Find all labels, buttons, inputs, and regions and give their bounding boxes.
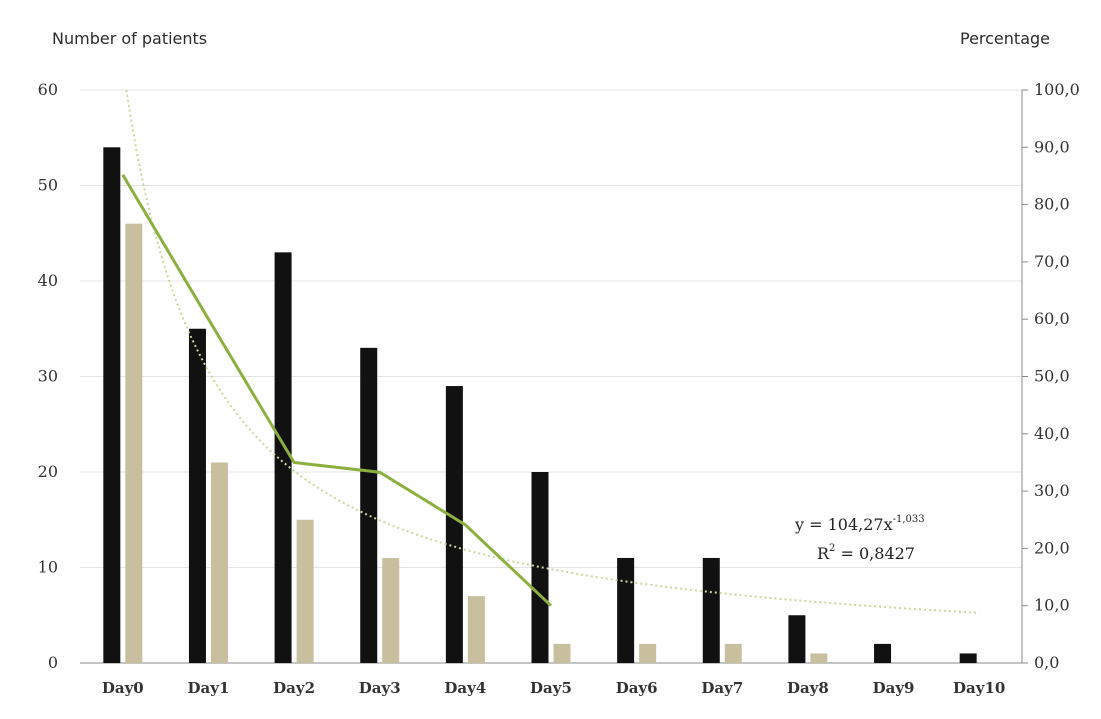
bar — [724, 643, 742, 663]
bar — [382, 557, 400, 663]
bar — [617, 557, 635, 663]
bar — [639, 643, 657, 663]
left-tick-label: 60 — [38, 80, 58, 99]
right-tick-label: 30,0 — [1034, 481, 1070, 500]
left-tick-label: 30 — [38, 367, 58, 386]
bar — [210, 462, 228, 663]
bar — [553, 643, 571, 663]
bar — [274, 252, 292, 663]
line-series — [121, 174, 553, 607]
trendline-path — [125, 89, 980, 614]
right-tick-label: 10,0 — [1034, 596, 1070, 615]
right-tick-label: 50,0 — [1034, 367, 1070, 386]
x-axis-labels: Day0 Day1 Day2 Day3 Day4 Day5 Day6 Day7 Day8 Day9… — [102, 679, 1005, 697]
right-tick-label: 90,0 — [1034, 137, 1070, 156]
bar — [296, 519, 314, 663]
x-tick-label: Day9 — [873, 679, 915, 697]
x-tick-label: Day10 — [953, 679, 1005, 697]
bar — [445, 386, 463, 663]
bar — [702, 557, 720, 663]
right-tick-label: 0,0 — [1034, 653, 1059, 672]
bar — [959, 653, 977, 663]
left-tick-label: 40 — [38, 271, 58, 290]
trendline-annotation: y = 104,27x-1,033 R2 = 0,8427 — [794, 514, 925, 563]
x-tick-label: Day8 — [787, 679, 829, 697]
bar — [188, 328, 206, 663]
right-tick-label: 100,0 — [1034, 80, 1080, 99]
x-tick-label: Day7 — [701, 679, 743, 697]
bars — [103, 147, 977, 664]
x-tick-label: Day3 — [359, 679, 401, 697]
x-tick-label: Day0 — [102, 679, 144, 697]
trendline — [125, 89, 980, 614]
left-tick-label: 50 — [38, 176, 58, 195]
bar — [810, 653, 828, 663]
x-tick-label: Day5 — [530, 679, 572, 697]
gridlines — [80, 89, 1022, 664]
right-tick-label: 60,0 — [1034, 309, 1070, 328]
percentage-line — [121, 174, 553, 607]
x-tick-label: Day6 — [616, 679, 658, 697]
bar — [531, 472, 549, 663]
bar — [788, 615, 806, 663]
bar — [874, 643, 892, 663]
trendline-r-squared: R2 = 0,8427 — [817, 543, 915, 563]
x-tick-label: Day2 — [273, 679, 315, 697]
left-tick-label: 10 — [38, 558, 58, 577]
trendline-equation: y = 104,27x-1,033 — [794, 514, 925, 534]
left-tick-label: 0 — [48, 653, 58, 672]
bar — [360, 347, 378, 663]
right-tick-label: 70,0 — [1034, 252, 1070, 271]
right-axis-title: Percentage — [960, 29, 1050, 48]
right-tick-label: 40,0 — [1034, 424, 1070, 443]
right-tick-label: 80,0 — [1034, 195, 1070, 214]
bar — [467, 596, 485, 663]
x-tick-label: Day1 — [188, 679, 230, 697]
right-tick-label: 20,0 — [1034, 538, 1070, 557]
right-axis: 0,0 10,0 20,0 30,0 40,0 50,0 60,0 70,0 80,0 90,0 1… — [1021, 80, 1080, 672]
x-tick-label: Day4 — [444, 679, 486, 697]
left-tick-label: 20 — [38, 462, 58, 481]
left-axis-title: Number of patients — [52, 29, 207, 48]
bar — [125, 223, 143, 663]
left-axis: 0 10 20 30 40 50 60 — [38, 80, 58, 672]
bar — [103, 147, 121, 664]
